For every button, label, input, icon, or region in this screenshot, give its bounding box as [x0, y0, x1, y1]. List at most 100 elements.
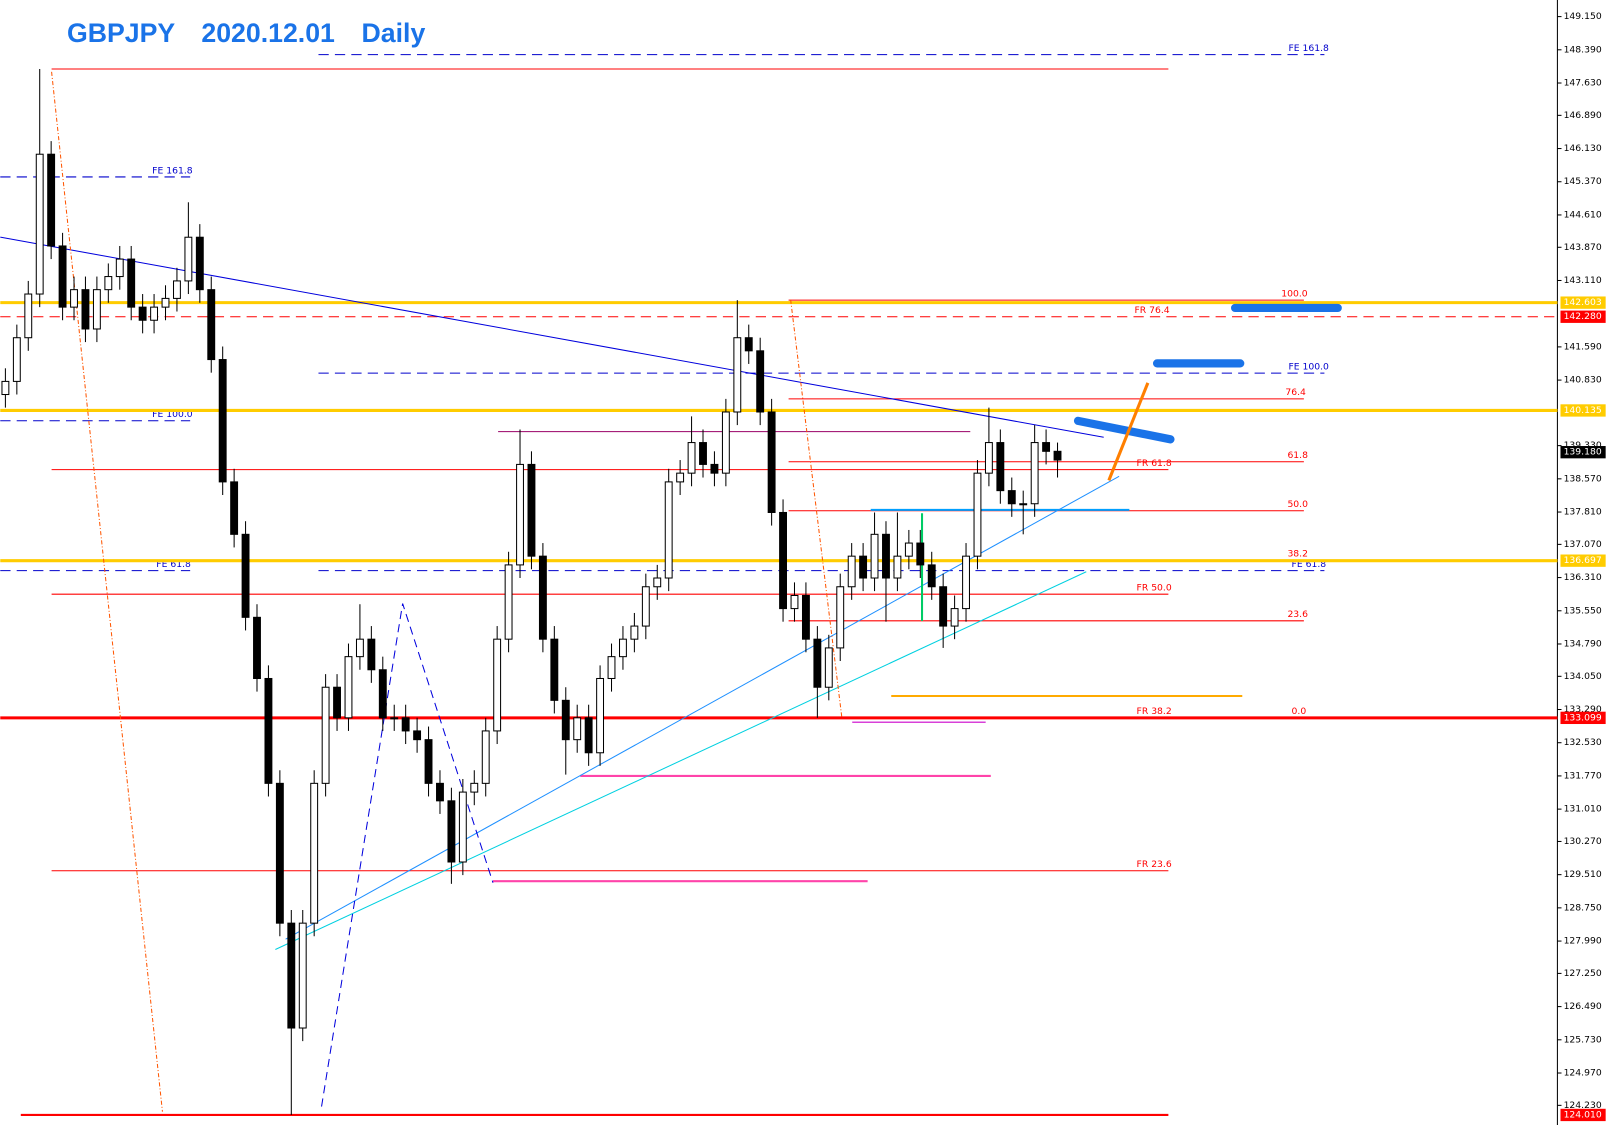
- candle-body: [1019, 503, 1028, 506]
- y-tick-label: 148.390: [1564, 44, 1602, 55]
- level-label: FR 50.0: [1137, 583, 1172, 594]
- candle-body: [298, 922, 307, 1029]
- candle-body: [1007, 490, 1016, 505]
- level-label: 0.0: [1292, 706, 1307, 717]
- candle-body: [676, 472, 685, 483]
- candle-body: [413, 730, 422, 741]
- zigzag: [321, 603, 494, 1107]
- candle-body: [390, 717, 399, 720]
- y-tick-label: 149.150: [1564, 11, 1602, 22]
- trendline: [275, 571, 1087, 950]
- candle-body: [275, 782, 284, 924]
- price-tag-label: 133.099: [1564, 712, 1602, 723]
- candle-body: [561, 699, 570, 741]
- candle-body: [1, 380, 10, 396]
- fib-base: [51, 71, 163, 1112]
- candle-body: [984, 442, 993, 474]
- y-tick-label: 139.330: [1564, 440, 1602, 451]
- y-tick-label: 147.630: [1564, 78, 1602, 89]
- candle-body: [458, 791, 467, 863]
- candle-body: [195, 236, 204, 291]
- arrow: [1107, 382, 1150, 481]
- level-label: FR 38.2: [1137, 706, 1172, 717]
- candle-body: [24, 293, 33, 339]
- price-tag: [1560, 296, 1606, 309]
- candle-body: [916, 542, 925, 566]
- y-tick-label: 127.250: [1564, 968, 1602, 979]
- candle-body: [367, 638, 376, 671]
- candle-body: [710, 463, 719, 474]
- candle-body: [104, 276, 113, 291]
- candle-body: [470, 782, 479, 793]
- candle-body: [81, 289, 90, 330]
- candle-body: [813, 638, 822, 688]
- level-label: FR 23.6: [1137, 859, 1172, 870]
- candle-body: [504, 564, 513, 640]
- candle-body: [70, 289, 78, 308]
- candle-body: [241, 533, 250, 618]
- candle-body: [619, 638, 627, 658]
- candle-body: [733, 337, 742, 413]
- drawings: [0, 71, 1342, 1112]
- candle-body: [721, 411, 730, 474]
- candle-body: [447, 800, 456, 863]
- candle-body: [630, 625, 639, 640]
- candle-body: [138, 306, 147, 321]
- level-label: 76.4: [1285, 387, 1306, 398]
- y-tick-label: 143.110: [1564, 275, 1602, 286]
- price-tag-label: 142.603: [1564, 297, 1602, 308]
- candle-body: [870, 533, 879, 579]
- candle-body: [47, 153, 56, 247]
- price-tag: [1560, 404, 1606, 417]
- level-label: FE 161.8: [152, 165, 193, 176]
- chart-title: GBPJPY 2020.12.01 Daily: [67, 18, 425, 48]
- y-tick-label: 127.990: [1564, 936, 1602, 947]
- candle-body: [584, 717, 593, 754]
- candle-body: [344, 656, 353, 719]
- y-tick-label: 137.810: [1564, 507, 1602, 518]
- y-tick-label: 132.530: [1564, 737, 1602, 748]
- y-tick-label: 136.310: [1564, 572, 1602, 583]
- level-label: FE 100.0: [1288, 361, 1329, 372]
- level-label: FE 61.8: [1292, 559, 1327, 570]
- level-label: FE 61.8: [156, 559, 191, 570]
- level-label: FR 61.8: [1137, 458, 1172, 469]
- candle-body: [836, 586, 845, 649]
- candle-body: [962, 555, 970, 610]
- y-tick-label: 140.830: [1564, 375, 1602, 386]
- candle-body: [150, 306, 159, 321]
- candle-body: [115, 258, 124, 278]
- candle-body: [207, 289, 216, 361]
- candle-body: [172, 280, 181, 299]
- candle-body: [596, 677, 605, 754]
- candle-body: [321, 686, 330, 784]
- y-tick-label: 131.010: [1564, 804, 1602, 815]
- level-label: 100.0: [1281, 288, 1308, 299]
- level-label: 38.2: [1287, 548, 1308, 559]
- y-tick-label: 146.890: [1564, 110, 1602, 121]
- level-label: FR 76.4: [1135, 305, 1170, 316]
- candle-body: [950, 608, 959, 627]
- highlight: [1073, 416, 1175, 444]
- candle-body: [253, 616, 261, 680]
- y-tick-label: 125.730: [1564, 1034, 1602, 1045]
- y-tick-label: 143.870: [1564, 242, 1602, 253]
- candle-body: [92, 289, 101, 330]
- y-tick-label: 134.050: [1564, 671, 1602, 682]
- y-tick-label: 131.770: [1564, 770, 1602, 781]
- y-tick-label: 141.590: [1564, 341, 1602, 352]
- candle-body: [527, 463, 536, 557]
- candle-body: [882, 533, 890, 579]
- candle-body: [12, 337, 21, 382]
- candle-body: [401, 717, 410, 732]
- y-tick-label: 138.570: [1564, 473, 1602, 484]
- candle-body: [996, 442, 1005, 492]
- candle-body: [756, 350, 765, 413]
- candle-body: [904, 542, 913, 557]
- candle-body: [436, 782, 444, 802]
- candle-body: [893, 555, 902, 579]
- trendline: [0, 236, 1104, 438]
- y-tick-label: 133.290: [1564, 704, 1602, 715]
